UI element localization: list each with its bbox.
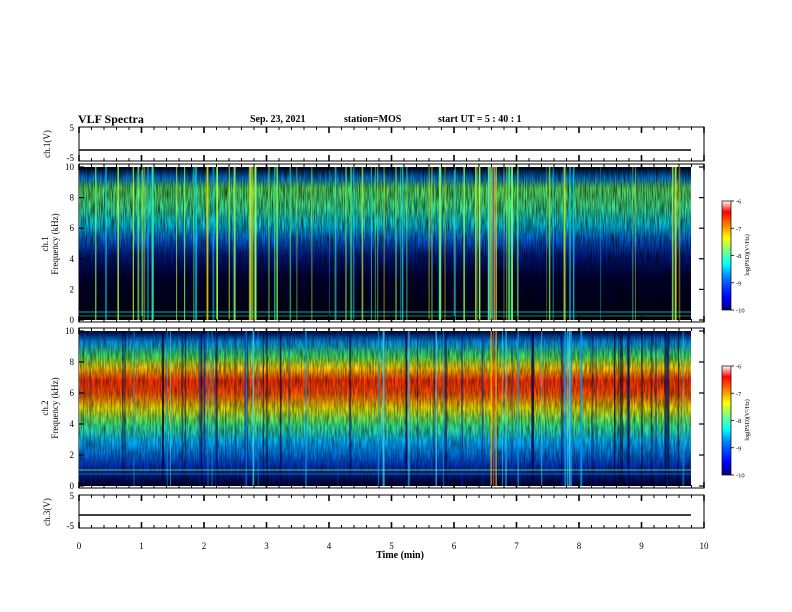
ch1-waveform-ylabel: ch.1(V) bbox=[42, 130, 52, 158]
y-tick-label: 2 bbox=[70, 450, 75, 460]
colorbar-tick-label: -9 bbox=[736, 445, 741, 452]
ch3-waveform-panel: 5 -5 ch.3(V) bbox=[42, 491, 705, 531]
y-tick-label: 8 bbox=[70, 357, 75, 367]
ch2-spectrogram-yticks: 0 2 4 6 8 10 bbox=[65, 326, 704, 491]
ch3-ytick-top: 5 bbox=[70, 491, 75, 501]
x-tick-label: 4 bbox=[327, 541, 332, 551]
y-tick-label: 0 bbox=[70, 315, 75, 325]
ch1-spectrogram-ylabel-1: ch.1 bbox=[40, 236, 50, 251]
x-tick-label: 7 bbox=[514, 541, 519, 551]
ch3-ytick-bottom: -5 bbox=[67, 521, 75, 531]
ch2-spectrogram-panel: 0 2 4 6 8 10 ch.2 Frequency (kHz) bbox=[40, 326, 705, 491]
x-tick-label: 3 bbox=[264, 541, 269, 551]
x-tick-label: 5 bbox=[389, 541, 394, 551]
colorbar-tick-label: -6 bbox=[736, 199, 742, 206]
colorbar-tick-label: -6 bbox=[736, 364, 742, 371]
y-tick-label: 10 bbox=[65, 162, 75, 172]
ch2-spectrogram-texture bbox=[79, 331, 691, 486]
colorbar-tick-label: -10 bbox=[736, 308, 745, 315]
ch2-sferic-lines bbox=[82, 331, 685, 486]
y-tick-label: 8 bbox=[70, 193, 75, 203]
x-axis-tick-labels: 0 1 2 3 4 5 6 7 8 9 10 bbox=[77, 541, 709, 551]
y-tick-label: 0 bbox=[70, 481, 75, 491]
station-label: station=MOS bbox=[344, 114, 402, 125]
y-tick-label: 10 bbox=[65, 326, 75, 336]
ch1-sferic-lines bbox=[95, 167, 681, 320]
x-tick-label: 0 bbox=[77, 541, 82, 551]
x-tick-label: 10 bbox=[700, 541, 710, 551]
ch1-spectrogram-ylabel-2: Frequency (kHz) bbox=[50, 213, 60, 274]
y-tick-label: 2 bbox=[70, 284, 75, 294]
y-tick-label: 6 bbox=[70, 388, 75, 398]
ch2-colorbar: -6 -7 -8 -9 -10 log(PSD)(V²/Hz) bbox=[721, 364, 751, 480]
chart-title: VLF Spectra bbox=[78, 112, 144, 126]
ch3-waveform-ylabel: ch.3(V) bbox=[42, 498, 52, 526]
ch1-colorbar-label: log(PSD)(V²/Hz) bbox=[744, 234, 751, 275]
ch2-spectrogram-xticks bbox=[78, 328, 705, 488]
ch1-waveform-panel: 5 -5 ch.1(V) bbox=[42, 123, 705, 163]
ch2-colorbar-label: log(PSD)(V²/Hz) bbox=[744, 399, 751, 440]
ch1-spectrogram-xticks bbox=[78, 164, 705, 322]
x-tick-label: 2 bbox=[202, 541, 207, 551]
date-label: Sep. 23, 2021 bbox=[250, 114, 306, 125]
ch1-colorbar-ticks: -6 -7 -8 -9 -10 bbox=[731, 199, 745, 315]
x-tick-label: 9 bbox=[639, 541, 644, 551]
ch1-spectrogram-texture bbox=[79, 167, 691, 320]
ch1-spectrogram-panel: 0 2 4 6 8 10 ch.1 Frequency (kHz) bbox=[40, 162, 705, 325]
ch1-colorbar-bar bbox=[721, 200, 732, 311]
ch1-colorbar: -6 -7 -8 -9 -10 log(PSD)(V²/Hz) bbox=[721, 199, 751, 315]
colorbar-tick-label: -9 bbox=[736, 280, 741, 287]
y-tick-label: 4 bbox=[70, 419, 75, 429]
x-tick-label: 6 bbox=[452, 541, 457, 551]
colorbar-tick-label: -7 bbox=[736, 391, 742, 398]
y-tick-label: 4 bbox=[70, 254, 75, 264]
ch2-colorbar-ticks: -6 -7 -8 -9 -10 bbox=[731, 364, 745, 480]
x-axis-label: Time (min) bbox=[376, 550, 424, 561]
start-ut-label: start UT = 5 : 40 : 1 bbox=[438, 114, 522, 125]
x-tick-label: 1 bbox=[139, 541, 144, 551]
colorbar-tick-label: -10 bbox=[736, 473, 745, 480]
ch3-waveform-ticks bbox=[78, 495, 705, 528]
y-tick-label: 6 bbox=[70, 223, 75, 233]
ch2-spectrogram-ylabel-1: ch.2 bbox=[40, 400, 50, 415]
ch1-ytick-top: 5 bbox=[70, 123, 75, 133]
ch1-ytick-bottom: -5 bbox=[67, 153, 75, 163]
colorbar-tick-label: -7 bbox=[736, 226, 742, 233]
colorbar-tick-label: -8 bbox=[736, 418, 741, 425]
ch2-spectrogram-ylabel-2: Frequency (kHz) bbox=[50, 377, 60, 438]
x-tick-label: 8 bbox=[577, 541, 582, 551]
colorbar-tick-label: -8 bbox=[736, 253, 741, 260]
ch2-colorbar-bar bbox=[721, 365, 732, 476]
ch1-spectrogram-yticks: 0 2 4 6 8 10 bbox=[65, 162, 704, 325]
ch1-waveform-ticks bbox=[78, 127, 705, 161]
